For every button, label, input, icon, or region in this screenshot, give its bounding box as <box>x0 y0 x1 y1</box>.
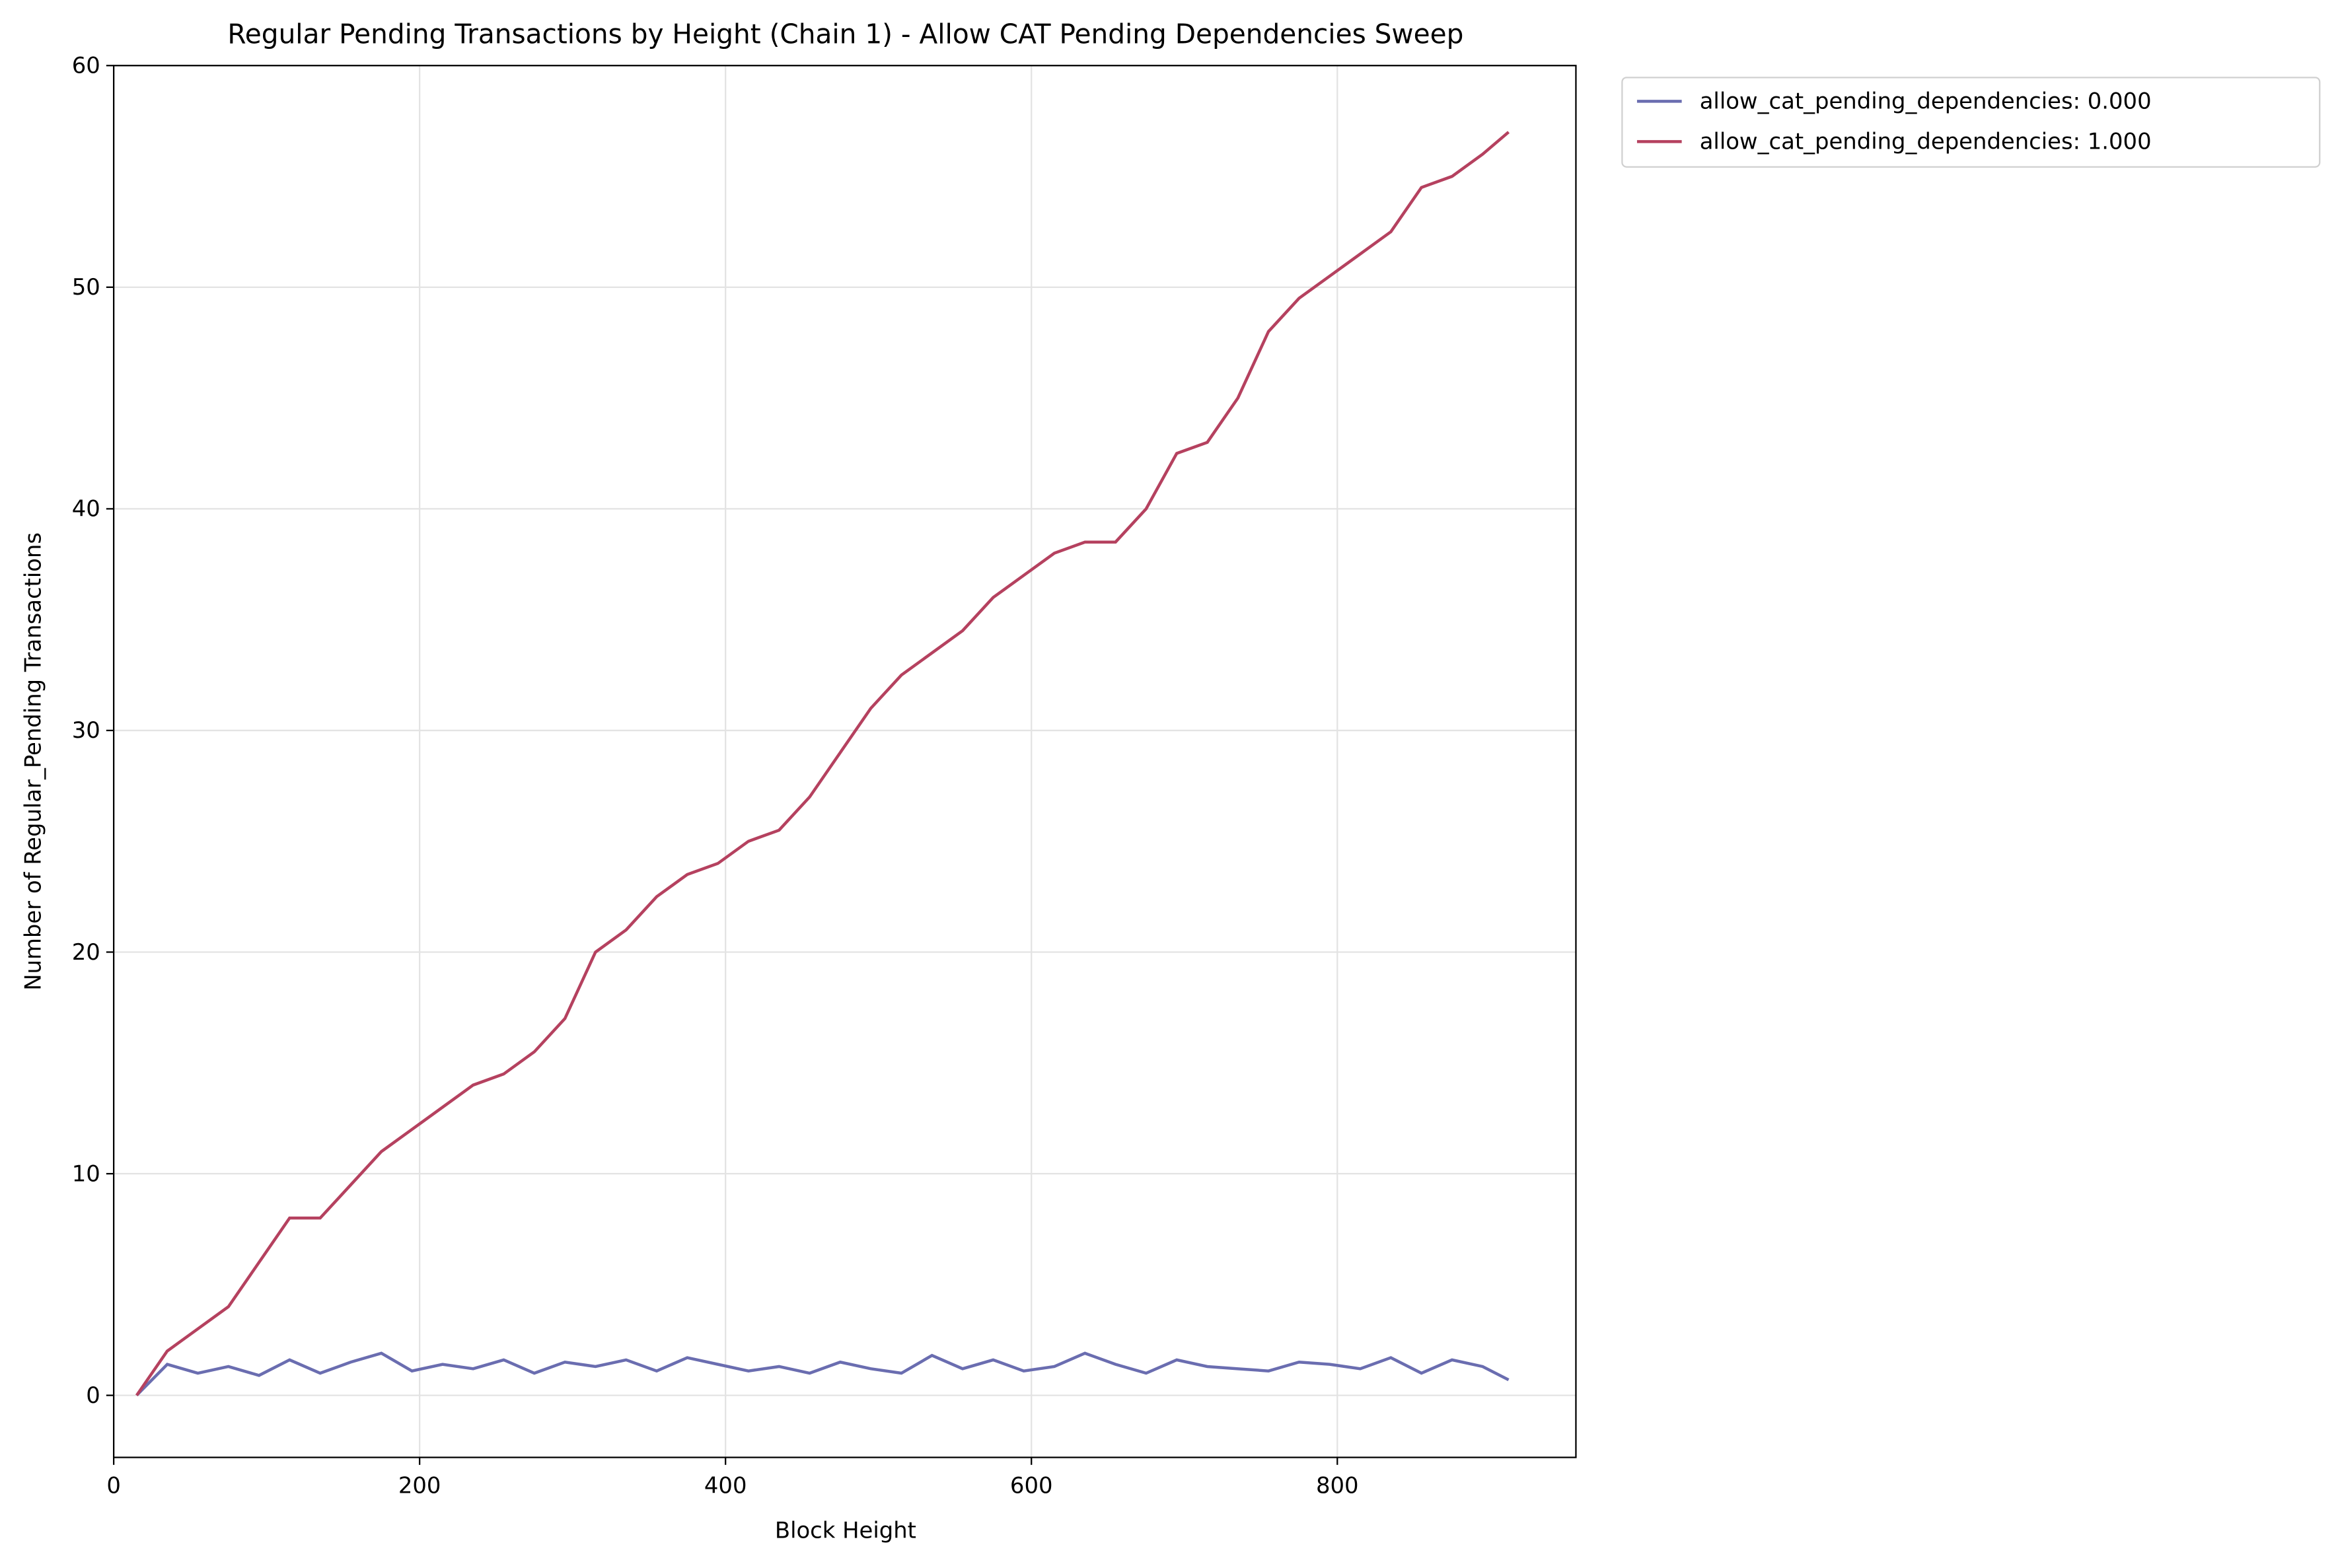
y-tick-label: 60 <box>72 53 100 79</box>
y-tick-label: 40 <box>72 496 100 522</box>
x-tick-label: 200 <box>398 1473 441 1499</box>
x-tick-label: 0 <box>106 1473 121 1499</box>
chart-title: Regular Pending Transactions by Height (… <box>227 18 1463 50</box>
x-axis-label: Block Height <box>775 1517 916 1543</box>
legend-label: allow_cat_pending_dependencies: 0.000 <box>1700 89 2152 114</box>
y-tick-label: 50 <box>72 274 100 300</box>
plot-frame <box>112 65 1577 1458</box>
data-line <box>135 1351 1510 1397</box>
legend-box <box>1621 77 2321 168</box>
legend-label: allow_cat_pending_dependencies: 1.000 <box>1700 129 2152 155</box>
x-tick-label: 600 <box>1010 1473 1053 1499</box>
y-tick-label: 0 <box>86 1382 100 1408</box>
y-axis-label: Number of Regular_Pending Transactions <box>20 532 46 991</box>
x-tick-label: 400 <box>704 1473 747 1499</box>
y-tick-label: 30 <box>72 717 100 743</box>
y-tick-label: 20 <box>72 939 100 965</box>
x-tick-label: 800 <box>1316 1473 1359 1499</box>
y-tick-label: 10 <box>72 1160 100 1186</box>
data-line <box>135 131 1510 1396</box>
